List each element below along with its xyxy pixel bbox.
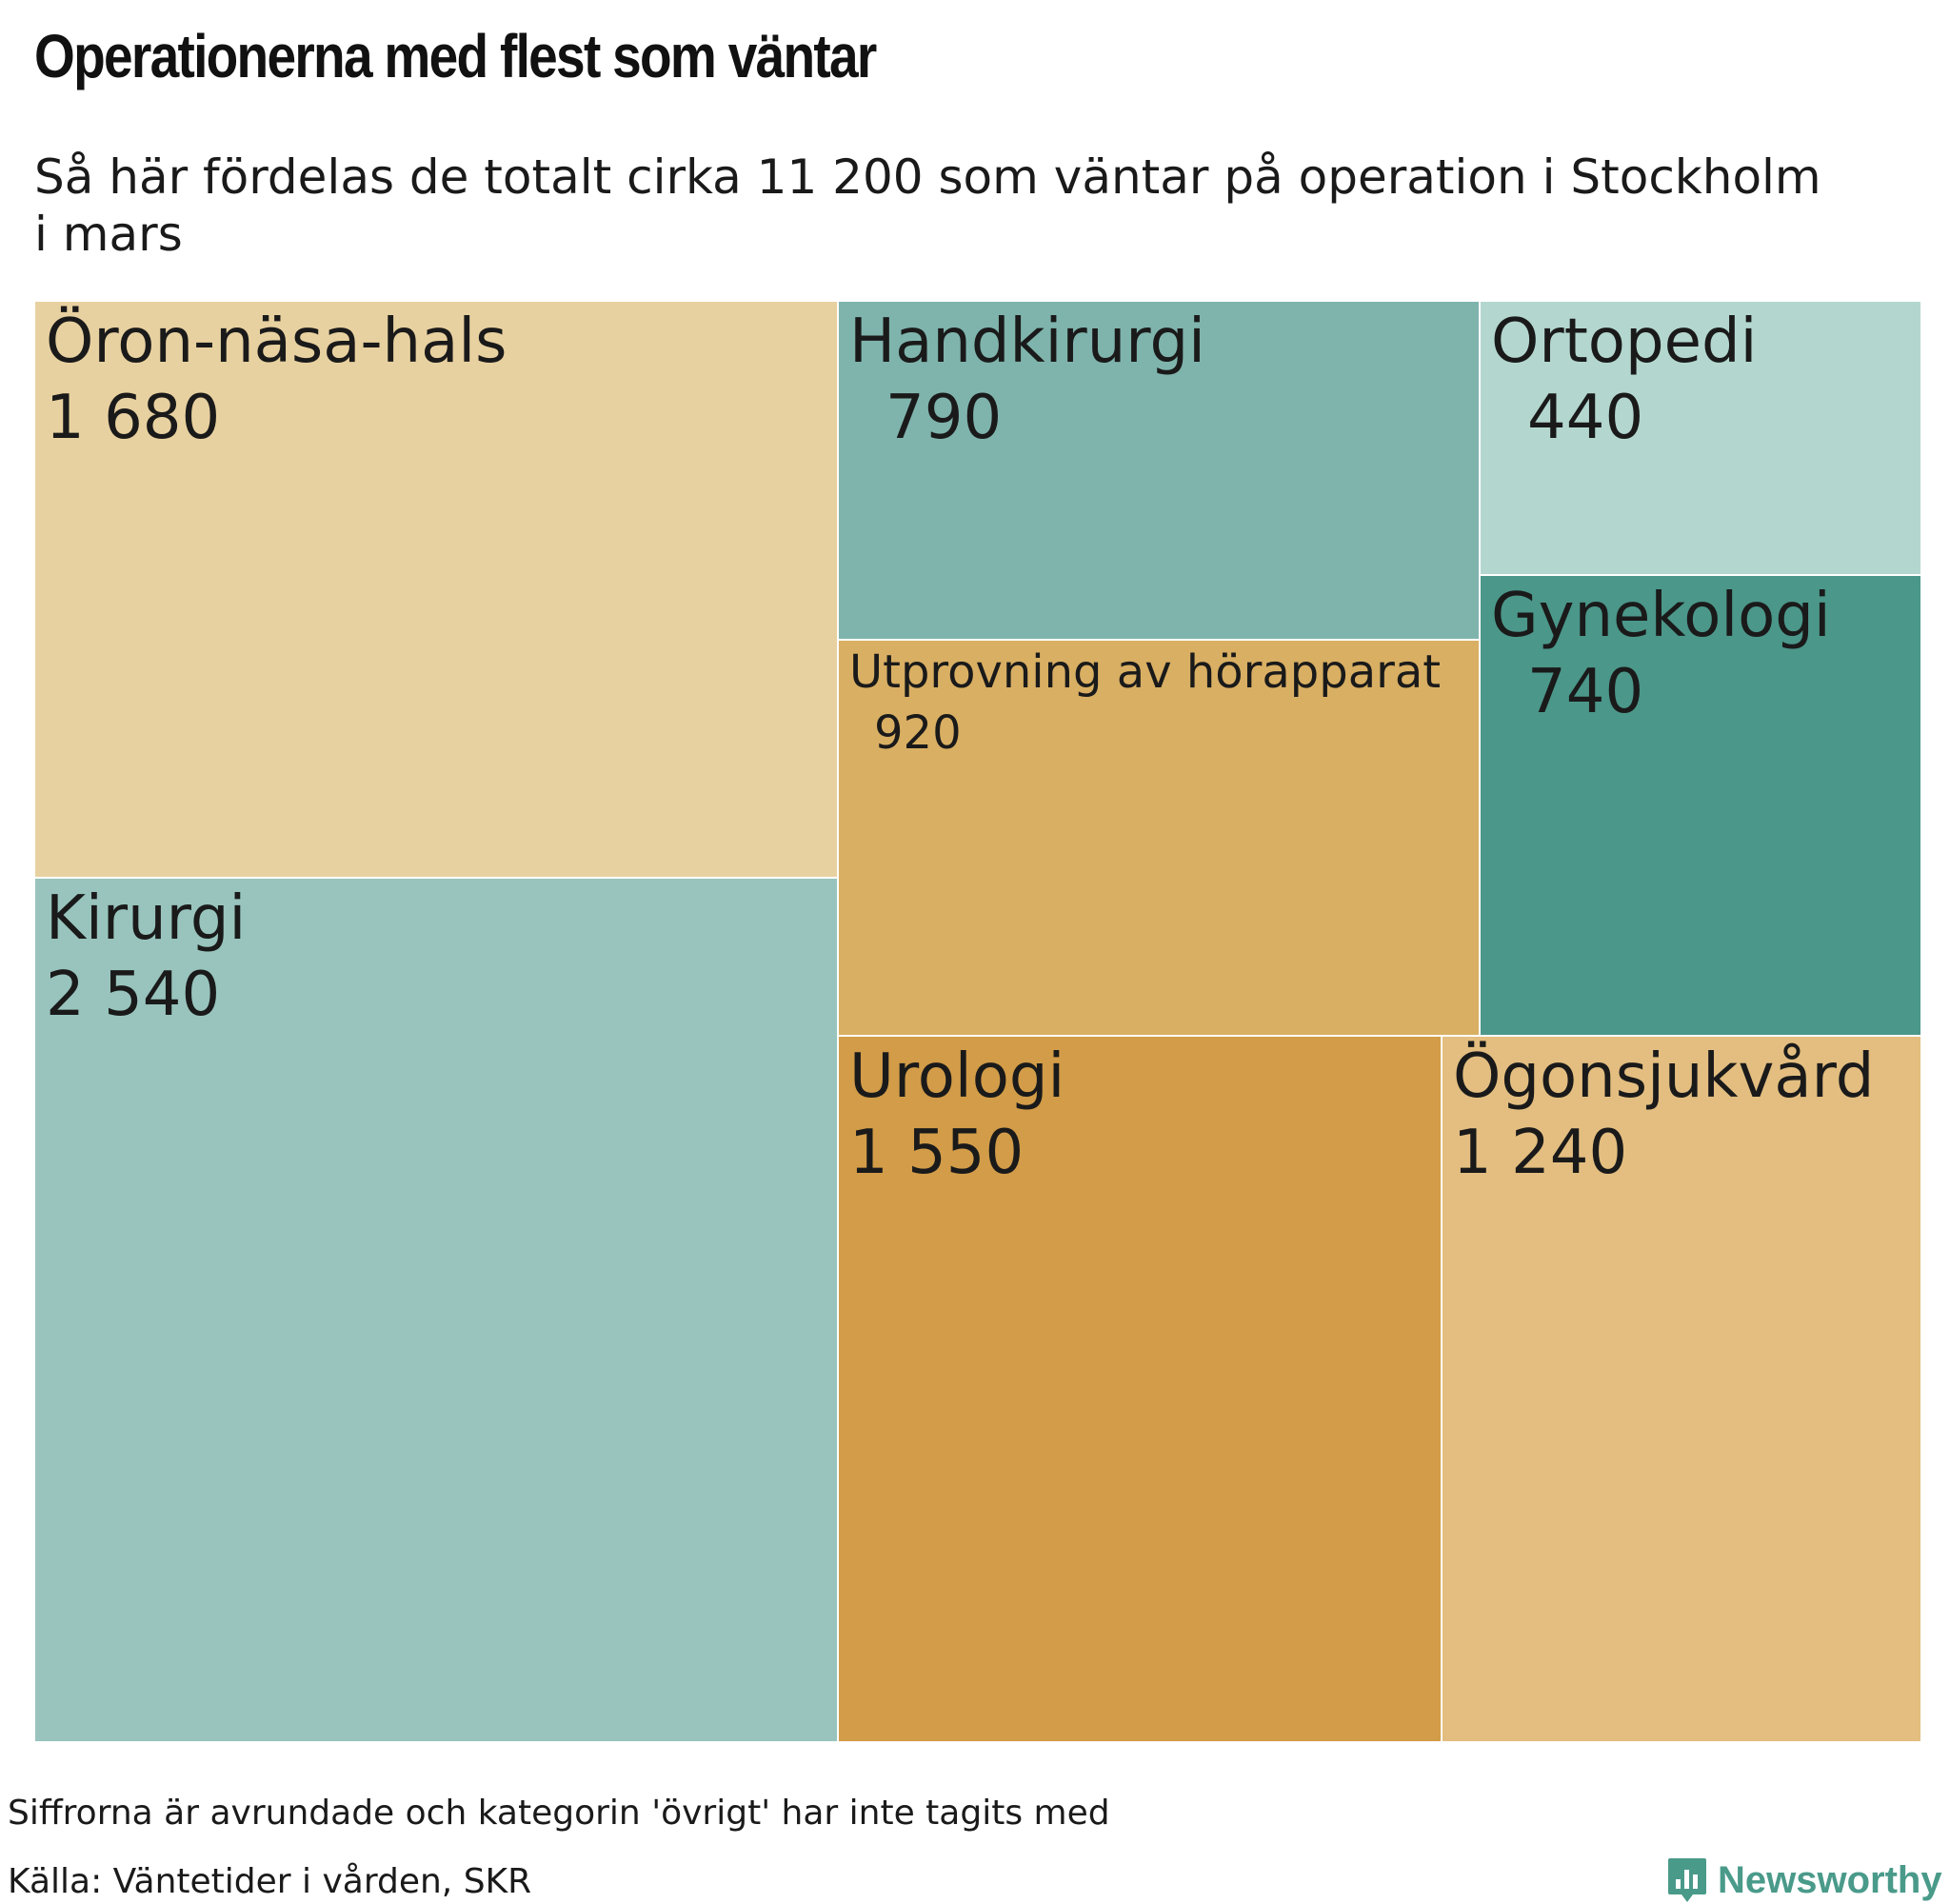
treemap-value: 790 bbox=[885, 383, 1002, 453]
footnote: Siffrorna är avrundade och kategorin 'öv… bbox=[8, 1794, 1110, 1833]
treemap-value: 1 550 bbox=[849, 1118, 1024, 1188]
newsworthy-logo-icon bbox=[1668, 1858, 1706, 1902]
treemap-rect bbox=[1441, 1035, 1921, 1742]
treemap-label: Gynekologi bbox=[1491, 581, 1831, 651]
treemap-value: 920 bbox=[874, 706, 962, 760]
chart-subtitle: Så här fördelas de totalt cirka 11 200 s… bbox=[34, 149, 1821, 262]
treemap-label: Öron-näsa-hals bbox=[46, 306, 507, 377]
treemap-label: Handkirurgi bbox=[849, 307, 1205, 377]
treemap-value: 2 540 bbox=[46, 960, 220, 1030]
treemap-value: 740 bbox=[1527, 657, 1643, 727]
treemap-value: 440 bbox=[1527, 383, 1643, 453]
treemap-rect bbox=[837, 639, 1481, 1037]
chart-title: Operationerna med flest som väntar bbox=[34, 22, 877, 90]
treemap-label: Urologi bbox=[849, 1041, 1065, 1112]
treemap-value: 1 680 bbox=[46, 383, 220, 453]
brand-name: Newsworthy bbox=[1718, 1858, 1942, 1901]
treemap-rect bbox=[1479, 301, 1921, 576]
treemap-label: Kirurgi bbox=[46, 883, 246, 954]
treemap-rect bbox=[34, 877, 839, 1742]
treemap-label: Ögonsjukvård bbox=[1453, 1041, 1874, 1112]
treemap-rect bbox=[837, 1035, 1443, 1742]
treemap-rect bbox=[34, 301, 839, 879]
treemap-label: Utprovning av hörapparat bbox=[849, 645, 1441, 699]
treemap-value: 1 240 bbox=[1453, 1118, 1627, 1188]
treemap-cell-utprovning-av-horapparat: Utprovning av hörapparat 920 bbox=[837, 639, 1481, 1037]
treemap-label: Ortopedi bbox=[1491, 307, 1757, 377]
source-note: Källa: Väntetider i vården, SKR bbox=[8, 1862, 532, 1901]
treemap-rect bbox=[1479, 574, 1921, 1037]
newsworthy-logo: Newsworthy bbox=[1666, 1856, 1942, 1904]
